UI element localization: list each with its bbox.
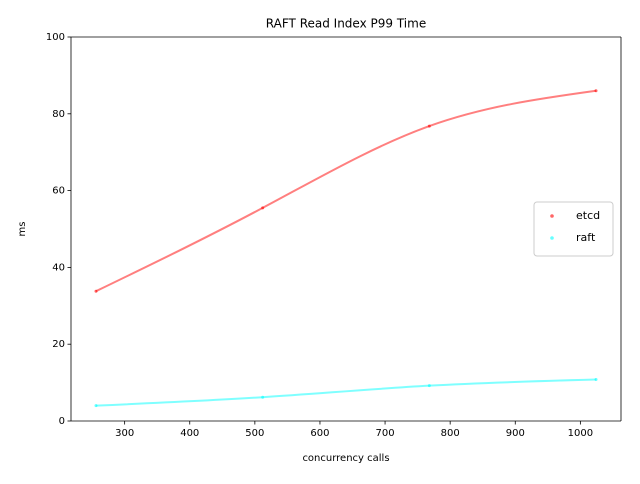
data-point [261,206,265,210]
data-point [261,395,265,399]
y-tick-label: 0 [59,416,65,427]
y-tick-label: 20 [52,339,65,350]
x-tick-label: 900 [506,428,525,439]
y-tick-label: 80 [52,109,65,120]
series-line [95,89,597,293]
x-tick-label: 500 [245,428,264,439]
x-tick-label: 1000 [568,428,593,439]
y-axis-label: ms [17,222,28,237]
y-tick-label: 40 [52,262,65,273]
series-line [95,378,597,407]
legend-label: etcd [576,209,600,222]
x-tick-label: 700 [376,428,395,439]
x-tick-label: 800 [441,428,460,439]
x-axis-label: concurrency calls [302,453,389,464]
x-tick-label: 400 [180,428,199,439]
legend-box [533,201,614,257]
x-tick-label: 600 [310,428,329,439]
legend-marker [550,214,554,218]
legend-marker [550,236,554,240]
data-point [594,89,598,93]
data-point [427,124,431,128]
legend-label: raft [576,231,596,244]
data-point [94,289,98,293]
data-point [94,404,98,408]
y-tick-label: 60 [52,186,65,197]
x-tick-label: 300 [115,428,134,439]
y-tick-label: 100 [46,32,65,43]
data-point [427,384,431,388]
data-point [594,378,598,382]
chart-title: RAFT Read Index P99 Time [266,17,426,31]
